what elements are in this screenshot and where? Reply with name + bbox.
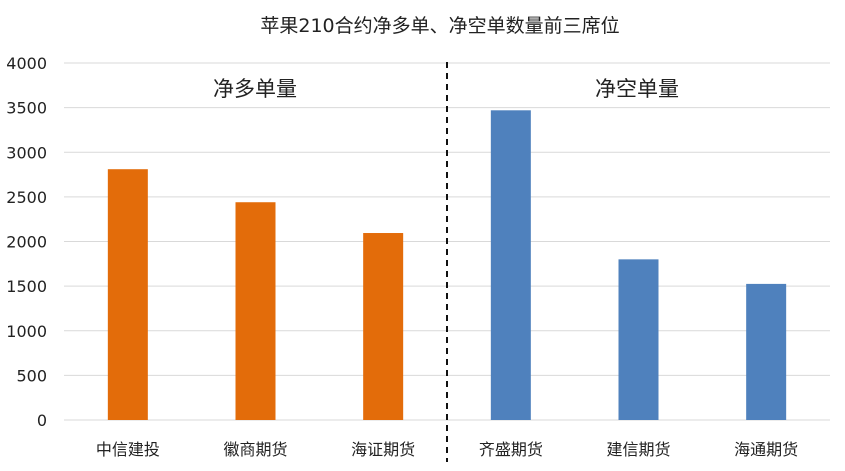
bar [363,233,404,420]
chart-title: 苹果210合约净多单、净空单数量前三席位 [260,15,619,37]
annotation-net-short: 净空单量 [595,77,679,101]
bar [107,169,148,420]
y-tick-label: 0 [37,411,47,430]
x-tick-label: 徽商期货 [223,440,287,459]
y-tick-label: 2000 [6,233,47,252]
bar [746,283,787,420]
y-tick-label: 2500 [6,188,47,207]
bar [618,259,659,420]
y-tick-label: 4000 [6,54,47,73]
x-tick-label: 海证期货 [351,440,415,459]
y-tick-label: 500 [16,366,47,385]
annotation-net-long: 净多单量 [213,77,297,101]
bar [490,110,531,421]
y-tick-label: 3000 [6,143,47,162]
x-tick-label: 海通期货 [734,440,798,459]
x-axis-ticks: 中信建投 徽商期货 海证期货 齐盛期货 建信期货 海通期货 [96,440,798,459]
y-tick-label: 1000 [6,322,47,341]
x-tick-label: 建信期货 [606,440,670,459]
x-tick-label: 齐盛期货 [479,440,543,459]
y-tick-label: 1500 [6,277,47,296]
y-axis-ticks: 0 500 1000 1500 2000 2500 3000 3500 4000 [6,54,47,430]
x-tick-label: 中信建投 [96,440,160,459]
bar [235,202,276,420]
bars [107,110,787,421]
y-tick-label: 3500 [6,99,47,118]
